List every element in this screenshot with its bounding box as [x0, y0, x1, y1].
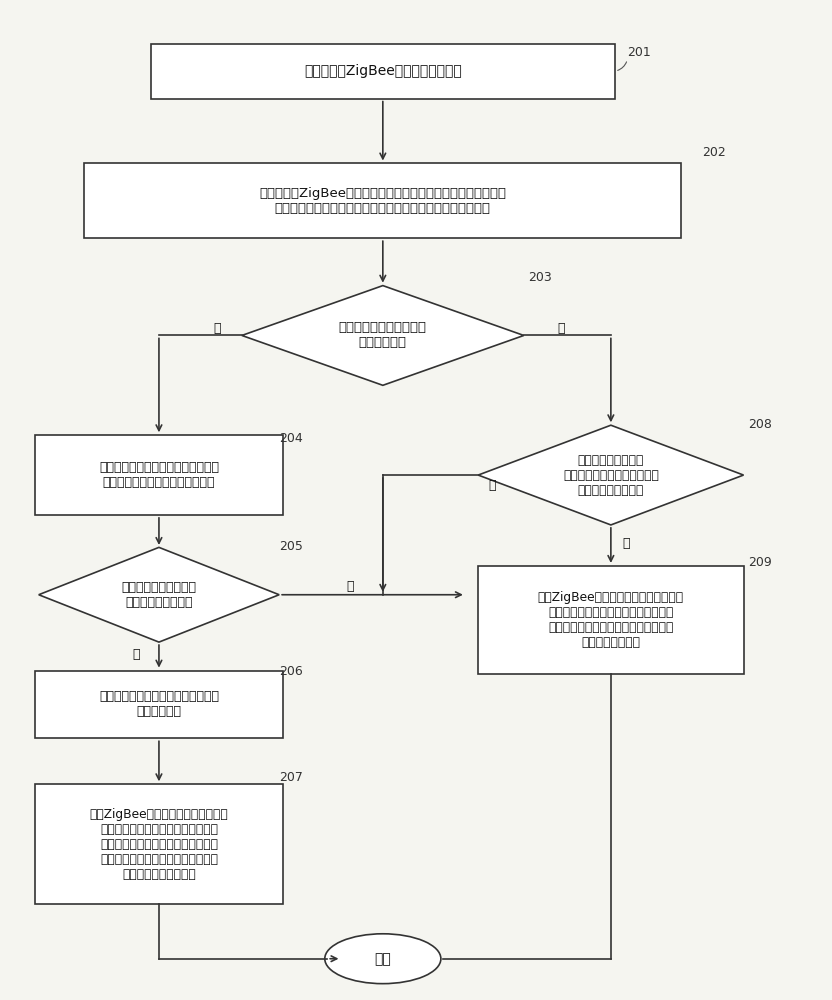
Text: 否: 否 [557, 322, 565, 335]
FancyBboxPatch shape [151, 44, 615, 99]
Polygon shape [478, 425, 744, 525]
Text: 是: 是 [346, 580, 354, 593]
Text: 202: 202 [702, 146, 726, 159]
Text: 201: 201 [627, 46, 651, 59]
Text: 208: 208 [748, 418, 771, 431]
Text: 否: 否 [133, 648, 141, 661]
FancyBboxPatch shape [35, 435, 284, 515]
Text: 207: 207 [280, 771, 303, 784]
Text: 否: 否 [488, 479, 496, 492]
Text: 203: 203 [528, 271, 552, 284]
Text: 触发执行以孤点方式加入网络的操作
，以便本节点以孤点方式加入网络: 触发执行以孤点方式加入网络的操作 ，以便本节点以孤点方式加入网络 [99, 461, 219, 489]
Text: 触发网络扫描，以确定出本节点对应
的潜在父节点: 触发网络扫描，以确定出本节点对应 的潜在父节点 [99, 690, 219, 718]
FancyBboxPatch shape [478, 566, 744, 674]
Text: 是: 是 [622, 537, 630, 550]
Text: 丢失节点为本节点的
原子节延迟设定时间后，判断
该原子节点是否丢失: 丢失节点为本节点的 原子节延迟设定时间后，判断 该原子节点是否丢失 [563, 454, 659, 497]
FancyBboxPatch shape [84, 163, 681, 238]
Text: 205: 205 [280, 540, 303, 553]
Text: 通过ZigBee设备对象向所述潜在父节
点发送网络加入请求，如果在网络层
中接收到潜在父节点返回的确认接受
加入的响应消息，则将潜在父节点作
为本节点的当前父节: 通过ZigBee设备对象向所述潜在父节 点发送网络加入请求，如果在网络层 中接收… [90, 808, 228, 881]
Text: 是: 是 [213, 322, 220, 335]
Text: 209: 209 [748, 556, 771, 569]
Text: 如果检测到ZigBee设备对象中接收到丢失指示消息，则通过应用
框架中指定的第一消息接口将该丢失指示消息上报给应用对象: 如果检测到ZigBee设备对象中接收到丢失指示消息，则通过应用 框架中指定的第一… [260, 187, 507, 215]
Text: 判断本节点是否通过孤
点方式成功加入网络: 判断本节点是否通过孤 点方式成功加入网络 [121, 581, 196, 609]
Text: 结束: 结束 [374, 952, 391, 966]
Polygon shape [242, 286, 524, 385]
Text: 204: 204 [280, 432, 303, 445]
Text: 206: 206 [280, 665, 303, 678]
Text: 触发ZigBee设备对象向网络层发送删除
该原子节点的请求，以便网络层响应删
除该原子节点的请求，在网络层中删除
该原子节点的信息: 触发ZigBee设备对象向网络层发送删除 该原子节点的请求，以便网络层响应删 除… [537, 591, 684, 649]
FancyBboxPatch shape [35, 784, 284, 904]
Text: 判断丢失节点是否为本节
点的原父节点: 判断丢失节点是否为本节 点的原父节点 [339, 321, 427, 349]
Ellipse shape [324, 934, 441, 984]
FancyBboxPatch shape [35, 671, 284, 738]
Text: 对应用层的ZigBee设备对象进行监测: 对应用层的ZigBee设备对象进行监测 [304, 64, 462, 78]
Polygon shape [39, 547, 280, 642]
